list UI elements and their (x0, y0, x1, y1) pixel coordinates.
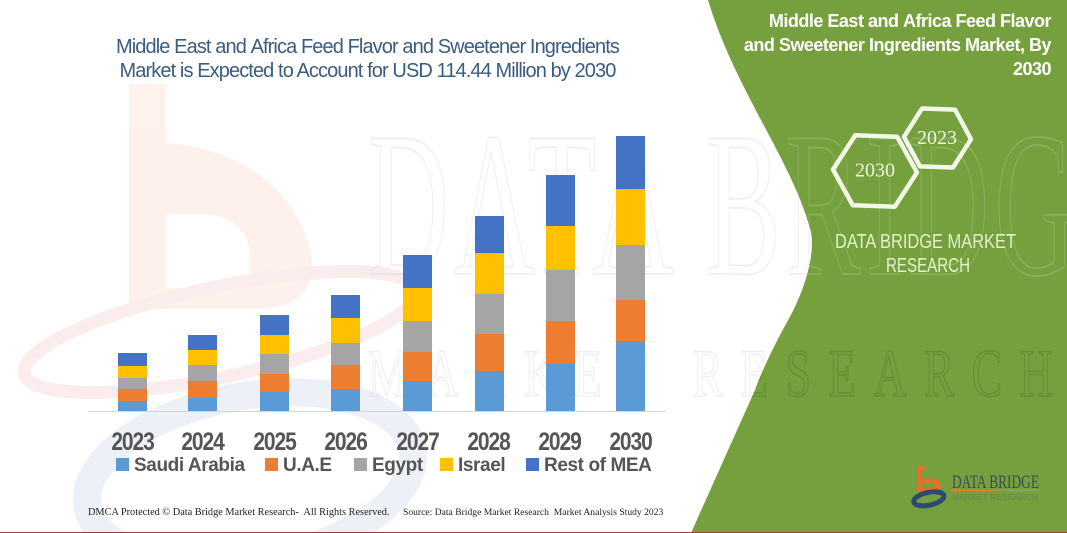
svg-text:MARKET RESEARCH: MARKET RESEARCH (952, 493, 1038, 502)
svg-text:2023: 2023 (917, 127, 957, 149)
svg-text:2030: 2030 (855, 160, 895, 182)
svg-text:DATA BRIDGE MARKET: DATA BRIDGE MARKET (835, 231, 1016, 253)
svg-text:DATA BRIDGE: DATA BRIDGE (952, 472, 1039, 493)
svg-text:RESEARCH: RESEARCH (886, 255, 970, 277)
